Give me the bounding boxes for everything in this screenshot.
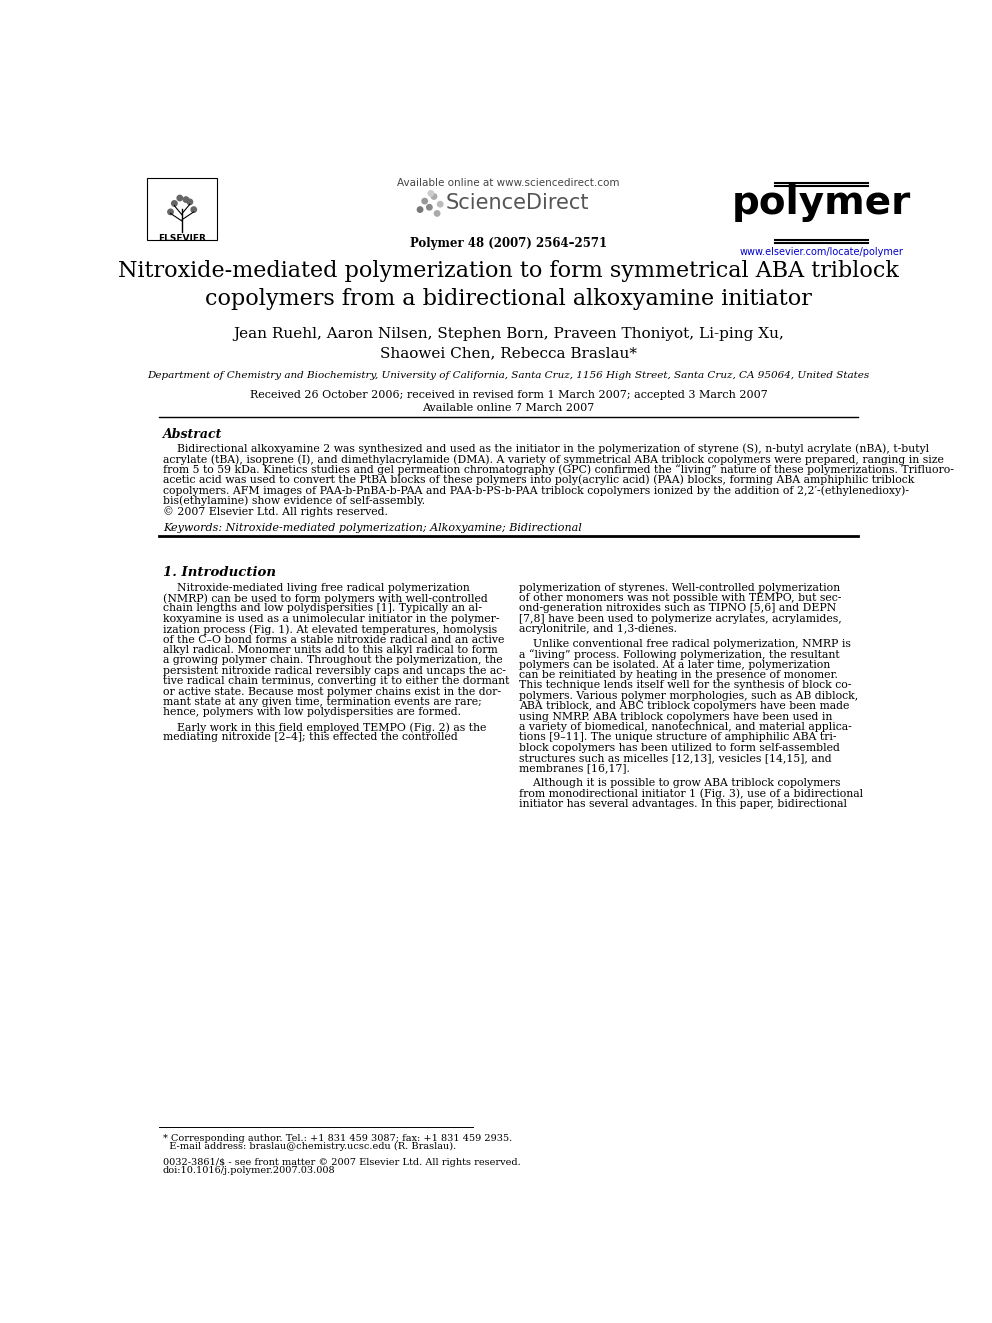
Text: acrylate (tBA), isoprene (I), and dimethylacrylamide (DMA). A variety of symmetr: acrylate (tBA), isoprene (I), and dimeth… <box>163 454 943 464</box>
Circle shape <box>432 193 436 200</box>
Text: or active state. Because most polymer chains exist in the dor-: or active state. Because most polymer ch… <box>163 687 501 697</box>
Text: ABA triblock, and ABC triblock copolymers have been made: ABA triblock, and ABC triblock copolymer… <box>519 701 849 712</box>
Text: Available online at www.sciencedirect.com: Available online at www.sciencedirect.co… <box>397 179 620 188</box>
Text: Early work in this field employed TEMPO (Fig. 2) as the: Early work in this field employed TEMPO … <box>163 722 486 733</box>
Text: hence, polymers with low polydispersities are formed.: hence, polymers with low polydispersitie… <box>163 708 460 717</box>
Text: 1. Introduction: 1. Introduction <box>163 566 276 578</box>
Circle shape <box>429 191 434 196</box>
Text: mant state at any given time, termination events are rare;: mant state at any given time, terminatio… <box>163 697 481 706</box>
Text: from monodirectional initiator 1 (Fig. 3), use of a bidirectional: from monodirectional initiator 1 (Fig. 3… <box>519 789 863 799</box>
Text: [7,8] have been used to polymerize acrylates, acrylamides,: [7,8] have been used to polymerize acryl… <box>519 614 842 624</box>
Text: Nitroxide-mediated polymerization to form symmetrical ABA triblock
copolymers fr: Nitroxide-mediated polymerization to for… <box>118 259 899 311</box>
Text: from 5 to 59 kDa. Kinetics studies and gel permeation chromatography (GPC) confi: from 5 to 59 kDa. Kinetics studies and g… <box>163 464 953 475</box>
Text: block copolymers has been utilized to form self-assembled: block copolymers has been utilized to fo… <box>519 742 840 753</box>
Text: Nitroxide-mediated living free radical polymerization: Nitroxide-mediated living free radical p… <box>163 582 469 593</box>
Text: www.elsevier.com/locate/polymer: www.elsevier.com/locate/polymer <box>740 246 904 257</box>
Text: copolymers. AFM images of PAA-b-PnBA-b-PAA and PAA-b-PS-b-PAA triblock copolymer: copolymers. AFM images of PAA-b-PnBA-b-P… <box>163 486 909 496</box>
Circle shape <box>184 197 188 202</box>
Text: This technique lends itself well for the synthesis of block co-: This technique lends itself well for the… <box>519 680 851 691</box>
Circle shape <box>172 201 178 206</box>
Circle shape <box>187 200 192 205</box>
Circle shape <box>434 210 439 216</box>
Text: acetic acid was used to convert the PtBA blocks of these polymers into poly(acry: acetic acid was used to convert the PtBA… <box>163 475 914 486</box>
Text: Bidirectional alkoxyamine 2 was synthesized and used as the initiator in the pol: Bidirectional alkoxyamine 2 was synthesi… <box>163 443 929 454</box>
Bar <box>147 179 217 239</box>
Text: polymers can be isolated. At a later time, polymerization: polymers can be isolated. At a later tim… <box>519 660 830 669</box>
Text: Keywords: Nitroxide-mediated polymerization; Alkoxyamine; Bidirectional: Keywords: Nitroxide-mediated polymerizat… <box>163 523 581 533</box>
Text: ond-generation nitroxides such as TIPNO [5,6] and DEPN: ond-generation nitroxides such as TIPNO … <box>519 603 836 614</box>
Text: persistent nitroxide radical reversibly caps and uncaps the ac-: persistent nitroxide radical reversibly … <box>163 665 506 676</box>
Circle shape <box>178 196 183 201</box>
Text: initiator has several advantages. In this paper, bidirectional: initiator has several advantages. In thi… <box>519 799 847 808</box>
Text: alkyl radical. Monomer units add to this alkyl radical to form: alkyl radical. Monomer units add to this… <box>163 646 498 655</box>
Text: chain lengths and low polydispersities [1]. Typically an al-: chain lengths and low polydispersities [… <box>163 603 482 614</box>
Circle shape <box>427 205 433 210</box>
Circle shape <box>437 201 442 206</box>
Text: ELSEVIER: ELSEVIER <box>158 234 206 243</box>
Circle shape <box>418 206 423 212</box>
Text: Unlike conventional free radical polymerization, NMRP is: Unlike conventional free radical polymer… <box>519 639 851 648</box>
Text: Polymer 48 (2007) 2564–2571: Polymer 48 (2007) 2564–2571 <box>410 237 607 250</box>
Text: mediating nitroxide [2–4]; this effected the controlled: mediating nitroxide [2–4]; this effected… <box>163 733 457 742</box>
Circle shape <box>422 198 428 204</box>
Text: a variety of biomedical, nanotechnical, and material applica-: a variety of biomedical, nanotechnical, … <box>519 722 852 732</box>
Text: using NMRP. ABA triblock copolymers have been used in: using NMRP. ABA triblock copolymers have… <box>519 712 832 721</box>
Text: * Corresponding author. Tel.: +1 831 459 3087; fax: +1 831 459 2935.: * Corresponding author. Tel.: +1 831 459… <box>163 1134 512 1143</box>
Text: polymer: polymer <box>732 184 911 222</box>
Text: tions [9–11]. The unique structure of amphiphilic ABA tri-: tions [9–11]. The unique structure of am… <box>519 733 836 742</box>
Text: Department of Chemistry and Biochemistry, University of California, Santa Cruz, : Department of Chemistry and Biochemistry… <box>147 370 870 380</box>
Text: ScienceDirect: ScienceDirect <box>445 193 589 213</box>
Text: (NMRP) can be used to form polymers with well-controlled: (NMRP) can be used to form polymers with… <box>163 593 487 603</box>
Text: of the C–O bond forms a stable nitroxide radical and an active: of the C–O bond forms a stable nitroxide… <box>163 635 504 644</box>
Text: Abstract: Abstract <box>163 429 222 442</box>
Text: ization process (Fig. 1). At elevated temperatures, homolysis: ization process (Fig. 1). At elevated te… <box>163 624 497 635</box>
Text: acrylonitrile, and 1,3-dienes.: acrylonitrile, and 1,3-dienes. <box>519 624 678 634</box>
Circle shape <box>168 209 174 214</box>
Text: structures such as micelles [12,13], vesicles [14,15], and: structures such as micelles [12,13], ves… <box>519 753 832 763</box>
Text: © 2007 Elsevier Ltd. All rights reserved.: © 2007 Elsevier Ltd. All rights reserved… <box>163 505 388 517</box>
Text: Jean Ruehl, Aaron Nilsen, Stephen Born, Praveen Thoniyot, Li-ping Xu,
Shaowei Ch: Jean Ruehl, Aaron Nilsen, Stephen Born, … <box>233 327 784 360</box>
Text: Received 26 October 2006; received in revised form 1 March 2007; accepted 3 Marc: Received 26 October 2006; received in re… <box>250 390 767 413</box>
Circle shape <box>191 206 196 212</box>
Text: membranes [16,17].: membranes [16,17]. <box>519 763 630 774</box>
Text: tive radical chain terminus, converting it to either the dormant: tive radical chain terminus, converting … <box>163 676 509 687</box>
Text: Although it is possible to grow ABA triblock copolymers: Although it is possible to grow ABA trib… <box>519 778 841 789</box>
Text: polymerization of styrenes. Well-controlled polymerization: polymerization of styrenes. Well-control… <box>519 582 840 593</box>
Text: doi:10.1016/j.polymer.2007.03.008: doi:10.1016/j.polymer.2007.03.008 <box>163 1166 335 1175</box>
Text: bis(ethylamine) show evidence of self-assembly.: bis(ethylamine) show evidence of self-as… <box>163 496 425 507</box>
Text: a “living” process. Following polymerization, the resultant: a “living” process. Following polymeriza… <box>519 650 840 660</box>
Text: 0032-3861/$ - see front matter © 2007 Elsevier Ltd. All rights reserved.: 0032-3861/$ - see front matter © 2007 El… <box>163 1158 521 1167</box>
Text: a growing polymer chain. Throughout the polymerization, the: a growing polymer chain. Throughout the … <box>163 655 502 665</box>
Text: can be reinitiated by heating in the presence of monomer.: can be reinitiated by heating in the pre… <box>519 669 838 680</box>
Text: of other monomers was not possible with TEMPO, but sec-: of other monomers was not possible with … <box>519 593 841 603</box>
Text: polymers. Various polymer morphologies, such as AB diblock,: polymers. Various polymer morphologies, … <box>519 691 858 701</box>
Text: koxyamine is used as a unimolecular initiator in the polymer-: koxyamine is used as a unimolecular init… <box>163 614 499 624</box>
Text: E-mail address: braslau@chemistry.ucsc.edu (R. Braslau).: E-mail address: braslau@chemistry.ucsc.e… <box>163 1142 456 1151</box>
